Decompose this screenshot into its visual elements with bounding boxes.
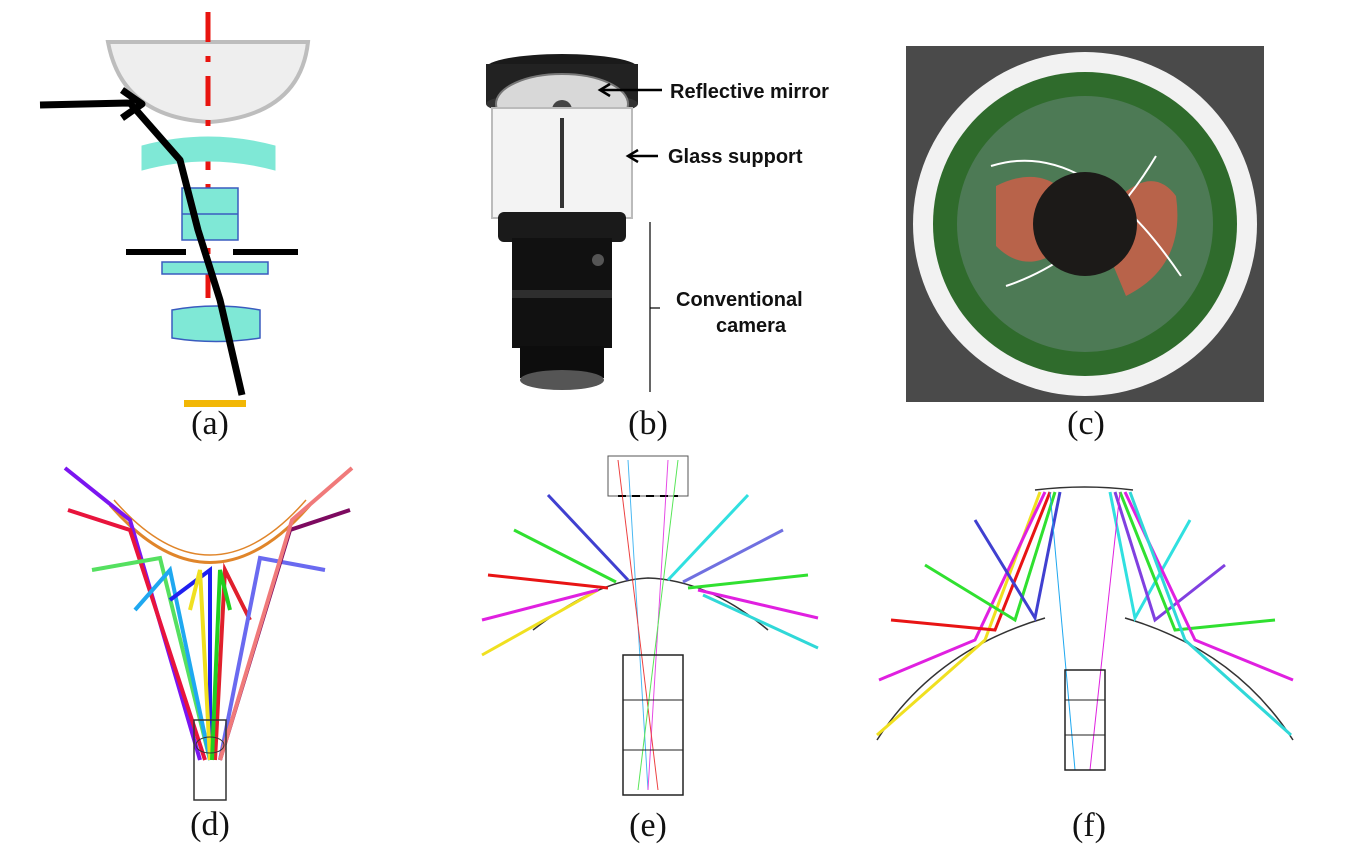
panel-a: (a) [30, 0, 350, 442]
ray-trace-d [63, 466, 354, 801]
meniscus-lens [141, 136, 276, 171]
caption-a: (a) [191, 405, 229, 442]
label-reflective-mirror: Reflective mirror [670, 81, 829, 103]
caption-c: (c) [1067, 405, 1105, 442]
lens-barrel [622, 654, 684, 796]
caption-e: (e) [629, 807, 667, 844]
panel-b: Reflective mirror Glass support Conventi… [470, 40, 870, 442]
panel-c: (c) [906, 46, 1264, 446]
caption-b: (b) [628, 405, 668, 442]
label-arrows [597, 82, 662, 164]
mirror-profile [108, 504, 312, 564]
right-mirror [1124, 617, 1294, 741]
ray-trace-f [876, 486, 1294, 771]
panel-a-schematic [39, 12, 311, 407]
lower-mirror [532, 577, 769, 631]
left-mirror [876, 617, 1046, 741]
caption-d: (d) [190, 806, 230, 843]
caption-f: (f) [1072, 807, 1106, 844]
top-mirror [1034, 486, 1134, 491]
ray-trace-e [481, 455, 819, 796]
lens-stack [1064, 669, 1106, 771]
lens-group [193, 719, 227, 801]
label-conventional: Conventional [676, 289, 803, 311]
panel-d: (d) [60, 460, 360, 866]
panoramic-fisheye-image [906, 46, 1264, 402]
lower-lens [171, 305, 261, 343]
chief-ray [39, 99, 246, 396]
label-glass-support: Glass support [668, 146, 803, 168]
catadioptric-camera-photo [486, 54, 638, 390]
panel-e: (e) [478, 450, 828, 866]
panel-f: (f) [875, 470, 1315, 866]
label-camera: camera [716, 315, 787, 337]
sensor [184, 400, 246, 407]
ray-arrowhead [119, 87, 146, 121]
upper-mirror [607, 455, 689, 497]
plate-lens [161, 261, 269, 275]
camera-bracket [649, 222, 660, 392]
